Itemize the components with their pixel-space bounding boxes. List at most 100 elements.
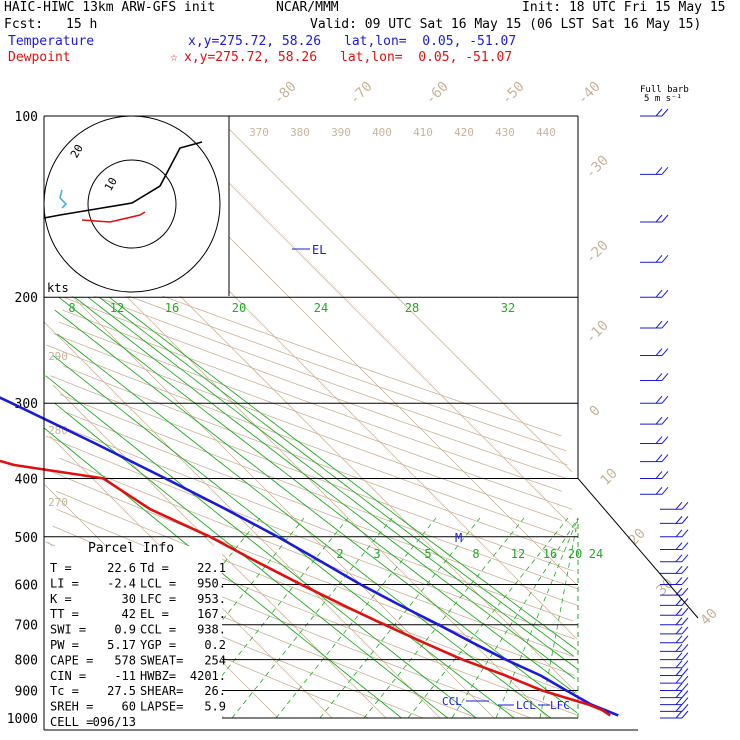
temperature-latlon: lat,lon= 0.05, -51.07 bbox=[344, 34, 517, 49]
dry-adiabat bbox=[45, 344, 566, 538]
temperature-xy: x,y=275.72, 58.26 bbox=[188, 34, 322, 49]
parcel-field-label: SREH = bbox=[50, 700, 93, 714]
isotherm bbox=[161, 115, 578, 532]
isotherm-label: -70 bbox=[347, 79, 376, 108]
lcl-label: LCL bbox=[516, 699, 536, 712]
hodograph: 20 10 kts bbox=[43, 115, 221, 295]
mixing-ratio-label: 12 bbox=[110, 301, 124, 315]
pressure-label-500: 500 bbox=[15, 531, 38, 546]
wind-barb-flag bbox=[675, 683, 683, 691]
wind-barb-flag bbox=[655, 348, 663, 356]
wind-barb-flag bbox=[661, 108, 669, 117]
wind-barb-flag bbox=[681, 554, 689, 563]
wind-barb-flag bbox=[655, 486, 663, 495]
wind-barb-flag bbox=[655, 436, 663, 444]
wind-barb-flag bbox=[675, 710, 683, 719]
hodograph-units-label: kts bbox=[47, 281, 69, 295]
wind-barb-flag bbox=[655, 108, 663, 117]
parcel-field-value: 26. bbox=[204, 684, 226, 698]
isotherm bbox=[51, 221, 549, 719]
theta-label: 420 bbox=[454, 126, 474, 139]
mixing-ratio-label: 3 bbox=[373, 547, 380, 561]
dry-adiabat bbox=[64, 411, 578, 606]
parcel-field-value: 254 bbox=[204, 653, 226, 667]
isotherm bbox=[47, 163, 578, 694]
parcel-field-value: 0.2 bbox=[204, 638, 226, 652]
mixing-ratio-line bbox=[54, 402, 448, 719]
mixing-ratio-label: 12 bbox=[511, 547, 525, 561]
wind-barb-flag bbox=[655, 254, 663, 263]
moist-adiabat bbox=[407, 517, 569, 719]
mixing-ratio-line bbox=[108, 296, 577, 651]
moist-adiabat bbox=[319, 517, 481, 719]
wind-barb-flag bbox=[675, 644, 683, 652]
wind-barb-flag bbox=[661, 289, 669, 298]
wind-barb-flag bbox=[675, 554, 683, 563]
wind-barb-flag bbox=[661, 416, 669, 425]
parcel-field-value: 578 bbox=[114, 653, 136, 667]
wind-barb-flag bbox=[681, 626, 689, 635]
parcel-field-value: 953. bbox=[197, 592, 226, 606]
wind-barb-flag bbox=[675, 697, 683, 705]
moist-adiabat bbox=[451, 517, 579, 719]
wind-barb-flag bbox=[681, 690, 689, 698]
hodograph-trace-cyan bbox=[59, 189, 68, 209]
wind-barb-flag bbox=[681, 607, 689, 616]
dewpoint-xy: x,y=275.72, 58.26 bbox=[184, 50, 318, 65]
parcel-info: Parcel Info T = 22.6 Td = 22.1 LI = -2.4 LCL = 9… bbox=[50, 541, 226, 729]
moist-adiabat bbox=[143, 517, 305, 719]
dewpoint-legend-label: Dewpoint bbox=[8, 50, 71, 65]
ccl-label: CCL bbox=[442, 695, 462, 708]
wind-barb-flag bbox=[675, 529, 683, 538]
wind-barb-flag bbox=[661, 436, 669, 444]
parcel-field-value: 950. bbox=[197, 576, 226, 590]
dewpoint-latlon: lat,lon= 0.05, -51.07 bbox=[340, 50, 513, 65]
isotherm-label: 0 bbox=[587, 403, 604, 420]
wind-barb-flag bbox=[675, 675, 683, 684]
parcel-field-value: 167. bbox=[197, 607, 226, 621]
mixing-ratio-label: 24 bbox=[314, 301, 328, 315]
hodograph-trace bbox=[43, 141, 203, 219]
moist-adiabat bbox=[539, 517, 579, 719]
parcel-field-label: Td = bbox=[140, 561, 169, 575]
pressure-label-1000: 1000 bbox=[7, 712, 38, 727]
wind-barb-flag bbox=[675, 635, 683, 644]
parcel-field-label: LAPSE= bbox=[140, 700, 183, 714]
barb-key-line2: 5 m s⁻¹ bbox=[644, 94, 682, 104]
wind-barb-flag bbox=[655, 471, 663, 479]
mixing-ratio-label: 16 bbox=[543, 547, 557, 561]
parcel-field-value: 27.5 bbox=[107, 684, 136, 698]
parcel-field-value: 22.6 bbox=[107, 561, 136, 575]
parcel-info-box bbox=[44, 546, 222, 731]
theta-label: 430 bbox=[495, 126, 515, 139]
pressure-label-200: 200 bbox=[15, 291, 38, 306]
parcel-field-value: 5.17 bbox=[107, 638, 136, 652]
wind-barb-flag bbox=[681, 577, 689, 585]
wind-barb-flag bbox=[681, 529, 689, 538]
mixing-ratio-line bbox=[45, 375, 477, 719]
parcel-field-label: EL = bbox=[140, 607, 169, 621]
parcel-field-label: SWI = bbox=[50, 623, 86, 637]
mixing-ratio-label: 24 bbox=[589, 547, 603, 561]
wind-barbs bbox=[640, 108, 689, 719]
dewpoint-marker: ☆ bbox=[170, 50, 178, 65]
wind-barb-flag bbox=[655, 214, 663, 223]
mixing-ratio-line bbox=[58, 296, 576, 694]
wind-barb-flag bbox=[681, 683, 689, 691]
parcel-field-label: LFC = bbox=[140, 592, 176, 606]
dry-adiabat bbox=[62, 283, 568, 466]
wind-barb-flag bbox=[655, 289, 663, 298]
theta-label: 290 bbox=[48, 350, 68, 363]
parcel-field-value: -11 bbox=[114, 669, 136, 683]
parcel-field-label: K = bbox=[50, 592, 72, 606]
wind-barb-flag bbox=[675, 652, 683, 660]
wind-barb-flag bbox=[661, 471, 669, 479]
mixing-ratio-label: 8 bbox=[472, 547, 479, 561]
parcel-field-label: CCL = bbox=[140, 623, 176, 637]
wind-barb-flag bbox=[681, 660, 689, 669]
parcel-info-title: Parcel Info bbox=[88, 541, 174, 556]
mixing-ratio-label: 16 bbox=[165, 301, 179, 315]
isotherm bbox=[215, 115, 573, 473]
isotherm bbox=[53, 115, 578, 640]
